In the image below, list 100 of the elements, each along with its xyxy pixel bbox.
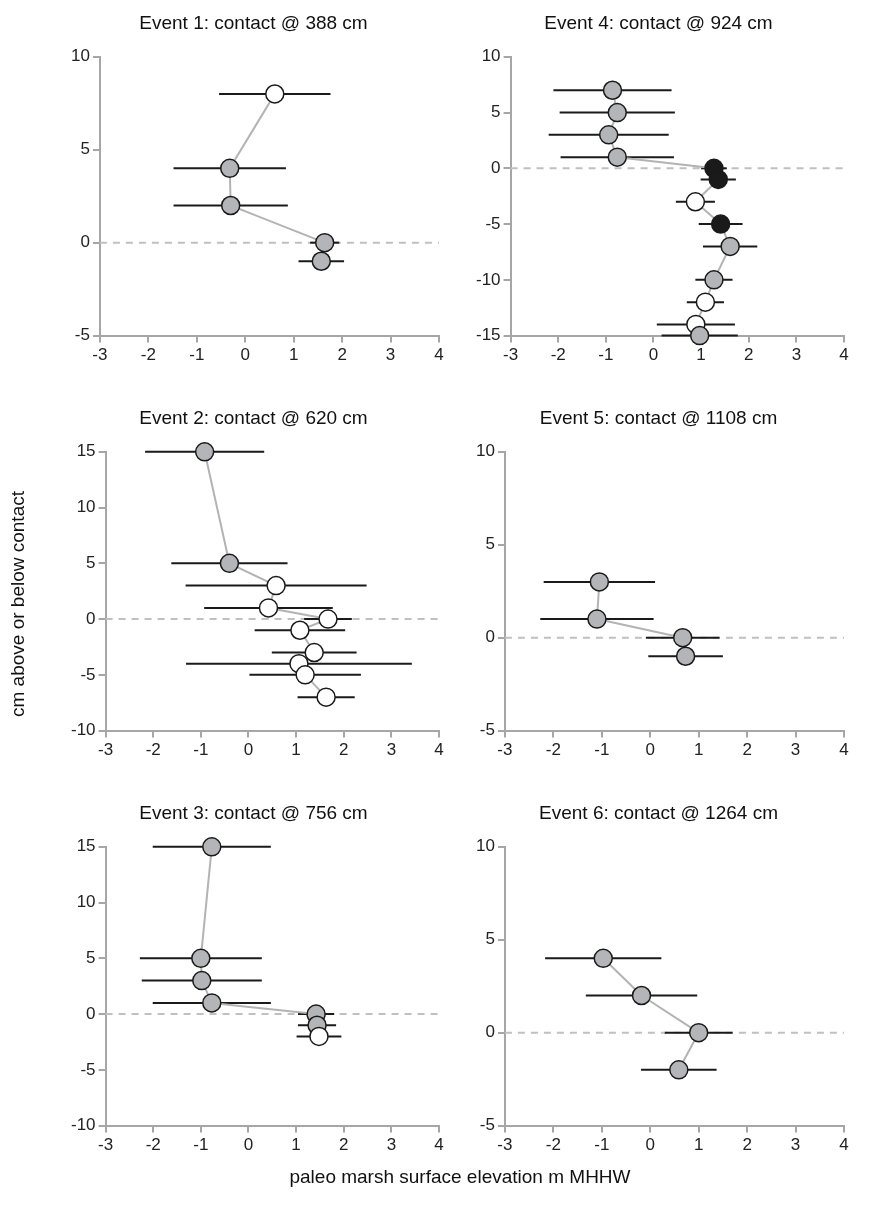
chart-title: Event 3: contact @ 756 cm xyxy=(139,801,368,823)
y-tick-label: 0 xyxy=(485,627,495,647)
y-tick-label: 10 xyxy=(76,892,96,912)
point xyxy=(258,598,279,618)
chart-title: Event 1: contact @ 388 cm xyxy=(139,11,368,33)
point xyxy=(631,985,652,1006)
point xyxy=(314,232,335,253)
chart-title: Event 5: contact @ 1108 cm xyxy=(539,406,778,428)
y-tick-label: 5 xyxy=(485,534,495,554)
x-tick-label: 3 xyxy=(386,740,397,760)
point xyxy=(710,214,731,234)
x-tick-label: 4 xyxy=(434,1135,444,1155)
y-tick-label: 10 xyxy=(475,836,495,856)
point xyxy=(265,84,285,104)
y-tick-label: 15 xyxy=(76,441,96,461)
point xyxy=(589,572,610,592)
x-tick-label: 3 xyxy=(386,1135,397,1155)
x-tick-label: 4 xyxy=(434,345,444,365)
chart-title: Event 2: contact @ 620 cm xyxy=(139,406,368,428)
y-tick-label: 5 xyxy=(86,553,96,573)
chart-title: Event 6: contact @ 1264 cm xyxy=(539,801,778,823)
y-tick-label: -15 xyxy=(475,325,501,345)
x-tick-label: 1 xyxy=(696,345,706,365)
x-tick-label: 0 xyxy=(243,1135,254,1155)
point xyxy=(587,609,607,629)
x-tick-label: 0 xyxy=(243,740,254,760)
x-tick-label: -3 xyxy=(497,740,513,760)
x-tick-label: -3 xyxy=(92,345,108,365)
point xyxy=(220,195,241,216)
chart-title: Event 4: contact @ 924 cm xyxy=(544,11,773,33)
x-tick-label: -3 xyxy=(503,345,519,365)
y-tick-label: 15 xyxy=(76,836,96,856)
x-tick-label: -3 xyxy=(497,1135,513,1155)
point xyxy=(318,609,338,629)
x-axis-title: paleo marsh surface elevation m MHHW xyxy=(288,1166,632,1188)
x-tick-label: -1 xyxy=(594,740,610,760)
point xyxy=(311,251,332,271)
point xyxy=(593,948,613,969)
y-tick-label: 0 xyxy=(80,232,90,252)
y-tick-label: -5 xyxy=(485,213,501,233)
x-tick-label: 1 xyxy=(291,740,301,760)
y-tick-label: -5 xyxy=(80,664,96,684)
point xyxy=(598,125,619,145)
x-tick-label: 2 xyxy=(742,740,752,760)
x-tick-label: 3 xyxy=(385,345,396,365)
x-tick-label: 2 xyxy=(339,1135,349,1155)
point xyxy=(316,687,336,707)
x-tick-label: 3 xyxy=(790,740,801,760)
x-tick-label: 2 xyxy=(339,740,349,760)
y-tick-label: -5 xyxy=(80,1059,96,1079)
x-tick-label: -2 xyxy=(145,740,161,760)
y-tick-label: -5 xyxy=(479,1115,495,1135)
x-tick-label: 4 xyxy=(839,345,849,365)
y-tick-label: -10 xyxy=(70,720,96,740)
point xyxy=(192,970,212,991)
y-tick-label: -5 xyxy=(74,325,90,345)
y-tick-label: 0 xyxy=(491,158,501,178)
point xyxy=(266,575,286,596)
x-tick-label: -3 xyxy=(98,740,114,760)
x-tick-label: 3 xyxy=(791,345,802,365)
x-tick-label: 0 xyxy=(240,345,250,365)
point xyxy=(669,1060,689,1080)
point xyxy=(194,442,215,462)
y-tick-label: 5 xyxy=(491,102,501,122)
point xyxy=(191,948,211,969)
y-tick-label: 0 xyxy=(86,1003,96,1023)
y-tick-label: 0 xyxy=(86,608,96,628)
point xyxy=(685,192,706,212)
y-tick-label: 5 xyxy=(80,139,90,159)
x-tick-label: -1 xyxy=(193,1135,209,1155)
x-tick-label: 0 xyxy=(645,740,655,760)
point xyxy=(704,270,724,290)
point xyxy=(219,553,240,574)
x-tick-label: 2 xyxy=(337,345,347,365)
y-tick-label: -10 xyxy=(70,1115,96,1135)
x-tick-label: -2 xyxy=(145,1135,161,1155)
point xyxy=(689,325,710,346)
x-tick-label: -2 xyxy=(545,740,561,760)
y-tick-label: 5 xyxy=(485,929,495,949)
x-tick-label: -1 xyxy=(193,740,209,760)
x-tick-label: -1 xyxy=(598,345,614,365)
y-tick-label: 10 xyxy=(76,497,96,517)
point xyxy=(202,837,222,857)
x-tick-label: 4 xyxy=(434,740,444,760)
x-tick-label: -2 xyxy=(140,345,156,365)
x-tick-label: 3 xyxy=(790,1135,801,1155)
y-tick-label: 0 xyxy=(485,1022,495,1042)
point xyxy=(304,642,324,663)
x-tick-label: -2 xyxy=(545,1135,561,1155)
x-tick-label: 4 xyxy=(839,740,849,760)
x-tick-label: 2 xyxy=(742,1135,752,1155)
point xyxy=(708,169,728,190)
y-tick-label: 10 xyxy=(475,441,495,461)
x-tick-label: 4 xyxy=(839,1135,849,1155)
point xyxy=(675,646,696,666)
x-tick-label: -1 xyxy=(594,1135,610,1155)
x-tick-label: 1 xyxy=(693,1135,704,1155)
point xyxy=(202,993,222,1013)
x-tick-label: -2 xyxy=(550,345,566,365)
y-tick-label: -5 xyxy=(479,720,495,740)
